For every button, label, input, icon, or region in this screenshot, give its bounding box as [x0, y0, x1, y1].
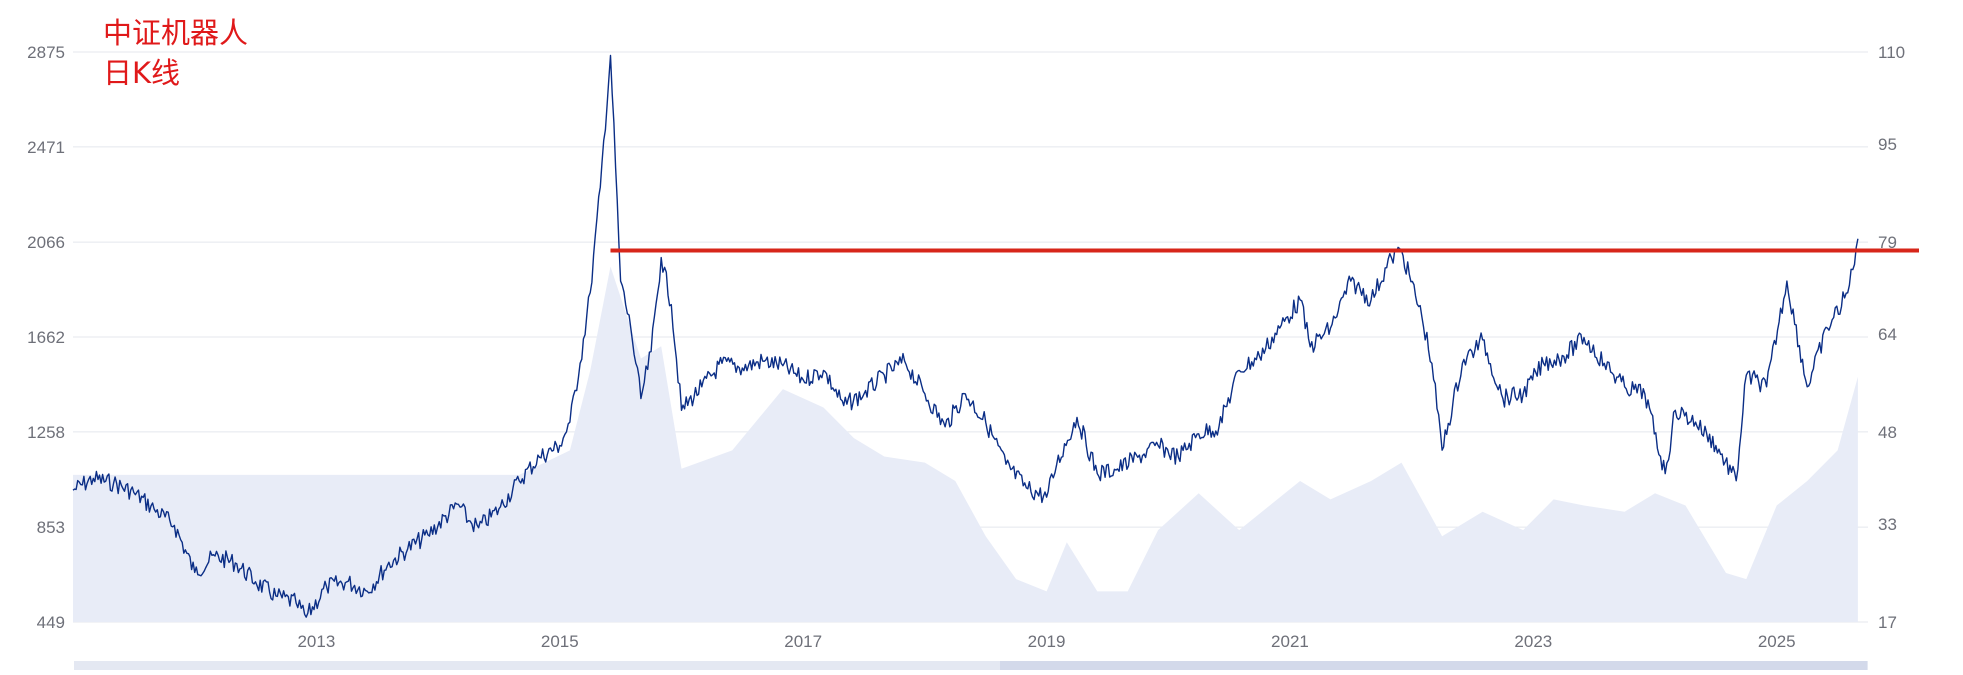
price-line-layer [72, 54, 1859, 618]
x-tick-label: 2021 [1271, 632, 1309, 651]
chart-title-name: 中证机器人 [103, 16, 249, 50]
y-left-tick-label: 2875 [27, 43, 65, 62]
y-right-tick-label: 110 [1878, 43, 1905, 62]
y-right-tick-label: 95 [1878, 135, 1897, 154]
y-left-tick-label: 853 [37, 518, 65, 537]
y-axis-right: 17 33 48 64 79 95 110 [1878, 43, 1905, 632]
y-left-tick-label: 2066 [27, 233, 65, 252]
x-tick-label: 2019 [1028, 632, 1066, 651]
y-right-tick-label: 64 [1878, 325, 1897, 344]
x-axis: 2013 2015 2017 2019 2021 2023 2025 [297, 632, 1795, 651]
x-tick-label: 2025 [1758, 632, 1796, 651]
x-tick-label: 2023 [1514, 632, 1552, 651]
data-zoom-slider[interactable] [74, 661, 1868, 670]
volume-area-layer [73, 266, 1858, 622]
y-axis-left: 449 853 1258 1662 2066 2471 2875 [27, 43, 65, 632]
y-right-tick-label: 33 [1878, 515, 1897, 534]
y-left-tick-label: 2471 [27, 138, 65, 157]
y-left-tick-label: 1662 [27, 328, 65, 347]
y-right-tick-label: 48 [1878, 423, 1897, 442]
zoom-track[interactable] [74, 661, 1868, 670]
zoom-handle[interactable] [1000, 661, 1867, 670]
x-tick-label: 2013 [297, 632, 335, 651]
x-tick-label: 2015 [541, 632, 579, 651]
y-right-tick-label: 79 [1878, 233, 1897, 252]
price-line [72, 54, 1859, 618]
y-left-tick-label: 449 [37, 613, 65, 632]
volume-area [73, 266, 1858, 622]
y-left-tick-label: 1258 [27, 423, 65, 442]
x-tick-label: 2017 [784, 632, 822, 651]
chart-title-subtitle: 日K线 [103, 56, 181, 90]
y-right-tick-label: 17 [1878, 613, 1897, 632]
